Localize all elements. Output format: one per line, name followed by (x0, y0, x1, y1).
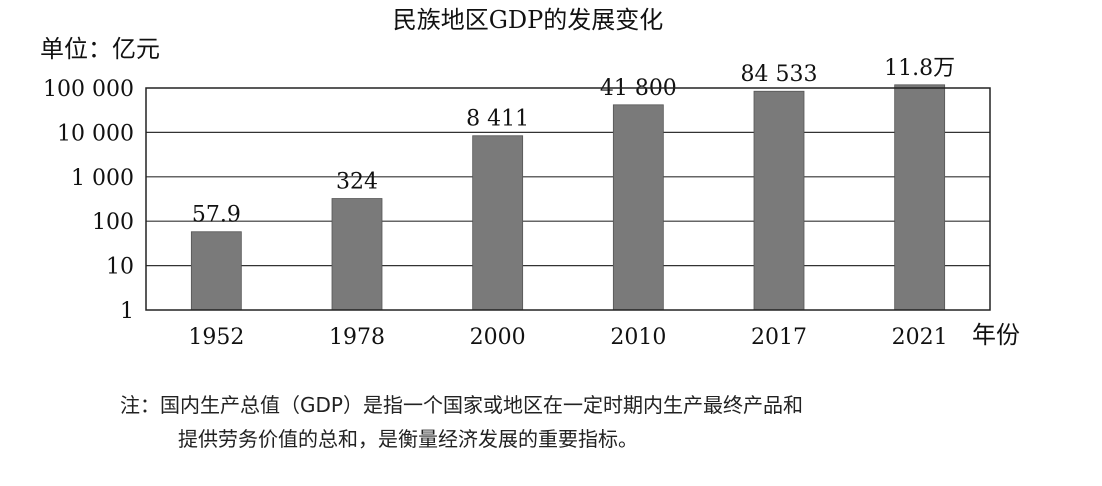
data-label-2017: 84 533 (741, 62, 818, 87)
y-tick-label: 100 000 (43, 77, 134, 102)
chart-title: 民族地区GDP的发展变化 (393, 6, 664, 34)
y-tick-label: 10 (106, 255, 134, 280)
x-tick-label-2010: 2010 (610, 325, 666, 350)
x-tick-label-2017: 2017 (751, 325, 807, 350)
x-tick-label-1978: 1978 (329, 325, 385, 350)
x-tick-label-1952: 1952 (188, 325, 244, 350)
bar-2000 (472, 135, 524, 311)
data-label-2021: 11.8万 (884, 56, 955, 81)
data-label-2000: 8 411 (466, 107, 529, 132)
bar-1978 (331, 198, 383, 311)
bar-2017 (753, 90, 805, 311)
x-tick-label-2000: 2000 (470, 325, 526, 350)
bar-1952 (190, 231, 242, 311)
bar-2021 (894, 84, 946, 311)
footnote-line-1: 注：国内生产总值（GDP）是指一个国家或地区在一定时期内生产最终产品和 (120, 393, 803, 417)
y-tick-label: 100 (92, 210, 134, 235)
plot-frame (145, 87, 991, 311)
x-axis-label: 年份 (972, 321, 1020, 349)
y-tick-label: 1 (120, 299, 134, 324)
bar-2010 (612, 104, 664, 311)
data-label-1978: 324 (336, 170, 378, 195)
y-tick-label: 1 000 (71, 166, 134, 191)
x-tick-label-2021: 2021 (892, 325, 948, 350)
y-axis-unit-label: 单位：亿元 (40, 35, 160, 63)
y-tick-label: 10 000 (57, 121, 134, 146)
data-label-1952: 57.9 (192, 203, 241, 228)
footnote-line-2: 提供劳务价值的总和，是衡量经济发展的重要指标。 (178, 427, 638, 451)
